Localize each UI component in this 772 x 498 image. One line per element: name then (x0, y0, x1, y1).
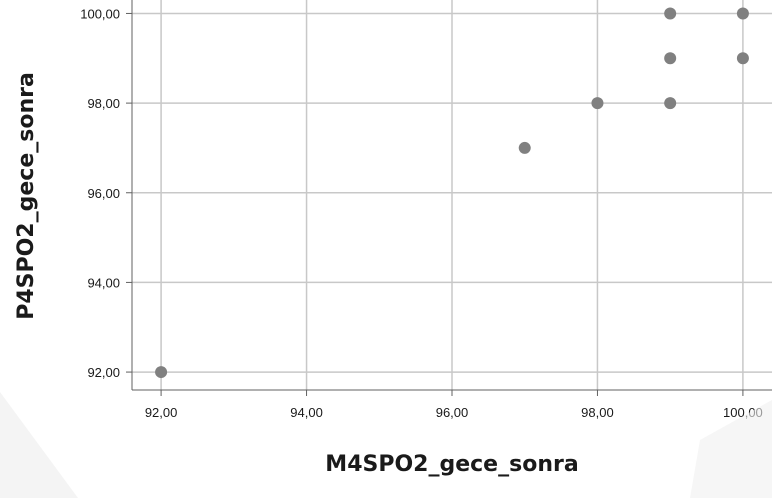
data-point (591, 97, 604, 110)
y-tick-label: 98,00 (87, 96, 120, 111)
data-point (664, 97, 677, 110)
x-axis-title: M4SPO2_gece_sonra (325, 452, 578, 477)
y-tick-labels: 92,00 94,00 96,00 98,00 100,00 (80, 6, 120, 380)
y-tick-label: 100,00 (80, 6, 120, 21)
data-point (736, 52, 749, 65)
x-grid-lines (160, 0, 744, 390)
data-point (155, 366, 168, 379)
x-tick-marks (160, 390, 744, 396)
data-point (664, 52, 677, 65)
data-point (664, 7, 677, 20)
y-tick-marks (126, 12, 132, 373)
y-tick-label: 96,00 (87, 186, 120, 201)
data-point (518, 141, 531, 154)
x-tick-label: 96,00 (436, 405, 469, 420)
x-tick-label: 98,00 (581, 405, 614, 420)
x-tick-label: 92,00 (145, 405, 178, 420)
y-axis-title: P4SPO2_gece_sonra (14, 72, 39, 320)
x-tick-label: 94,00 (290, 405, 323, 420)
data-point (736, 7, 749, 20)
x-tick-label: 100,00 (723, 405, 763, 420)
y-tick-label: 92,00 (87, 365, 120, 380)
y-tick-label: 94,00 (87, 275, 120, 290)
data-points (155, 7, 749, 379)
